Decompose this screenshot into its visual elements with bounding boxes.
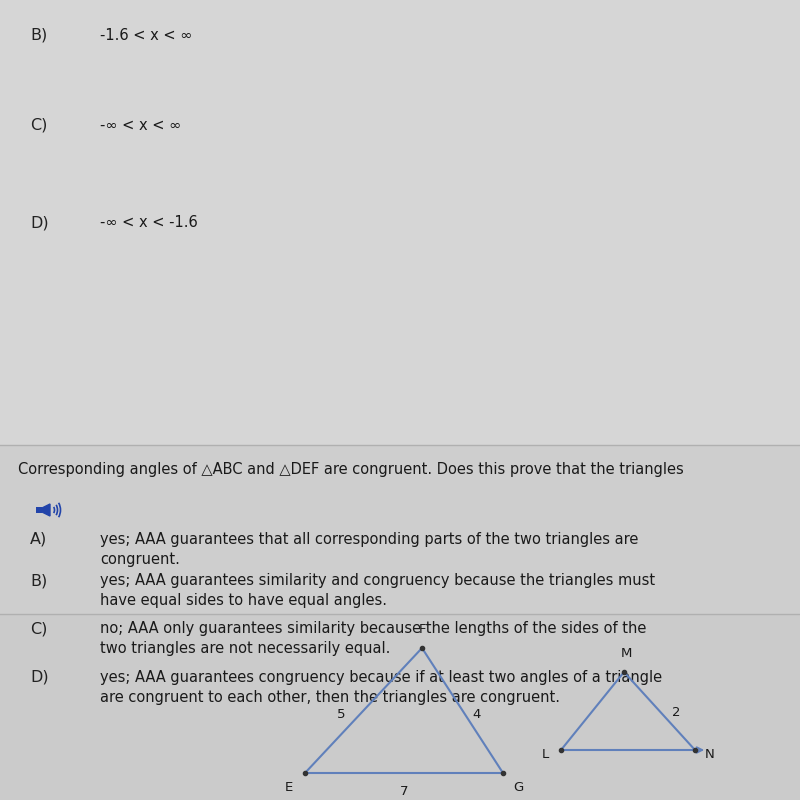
Text: D): D) xyxy=(30,670,49,685)
Text: G: G xyxy=(513,781,523,794)
Text: B): B) xyxy=(30,28,47,43)
Bar xyxy=(36,507,42,513)
Bar xyxy=(0,0,800,445)
Text: F: F xyxy=(418,623,426,636)
Text: no; AAA only guarantees similarity because the lengths of the sides of the
two t: no; AAA only guarantees similarity becau… xyxy=(100,621,646,656)
Text: E: E xyxy=(285,781,293,794)
Polygon shape xyxy=(42,504,50,516)
Text: N: N xyxy=(705,747,714,761)
Text: C): C) xyxy=(30,118,47,133)
Text: yes; AAA guarantees similarity and congruency because the triangles must
have eq: yes; AAA guarantees similarity and congr… xyxy=(100,573,655,608)
Text: D): D) xyxy=(30,215,49,230)
Text: -∞ < x < ∞: -∞ < x < ∞ xyxy=(100,118,182,133)
Text: L: L xyxy=(542,747,549,761)
Text: M: M xyxy=(620,647,632,660)
Text: C): C) xyxy=(30,621,47,636)
Text: Corresponding angles of △ABC and △DEF are congruent. Does this prove that the tr: Corresponding angles of △ABC and △DEF ar… xyxy=(18,462,684,477)
Bar xyxy=(0,445,800,614)
Text: 5: 5 xyxy=(337,709,345,722)
Text: 7: 7 xyxy=(400,785,408,798)
Text: 2: 2 xyxy=(672,706,681,718)
Text: -1.6 < x < ∞: -1.6 < x < ∞ xyxy=(100,28,192,43)
Text: 4: 4 xyxy=(472,709,480,722)
Text: A): A) xyxy=(30,532,47,547)
Text: B): B) xyxy=(30,573,47,588)
Text: yes; AAA guarantees that all corresponding parts of the two triangles are
congru: yes; AAA guarantees that all correspondi… xyxy=(100,532,638,566)
Bar xyxy=(0,614,800,800)
Text: -∞ < x < -1.6: -∞ < x < -1.6 xyxy=(100,215,198,230)
Text: yes; AAA guarantees congruency because if at least two angles of a triangle
are : yes; AAA guarantees congruency because i… xyxy=(100,670,662,705)
